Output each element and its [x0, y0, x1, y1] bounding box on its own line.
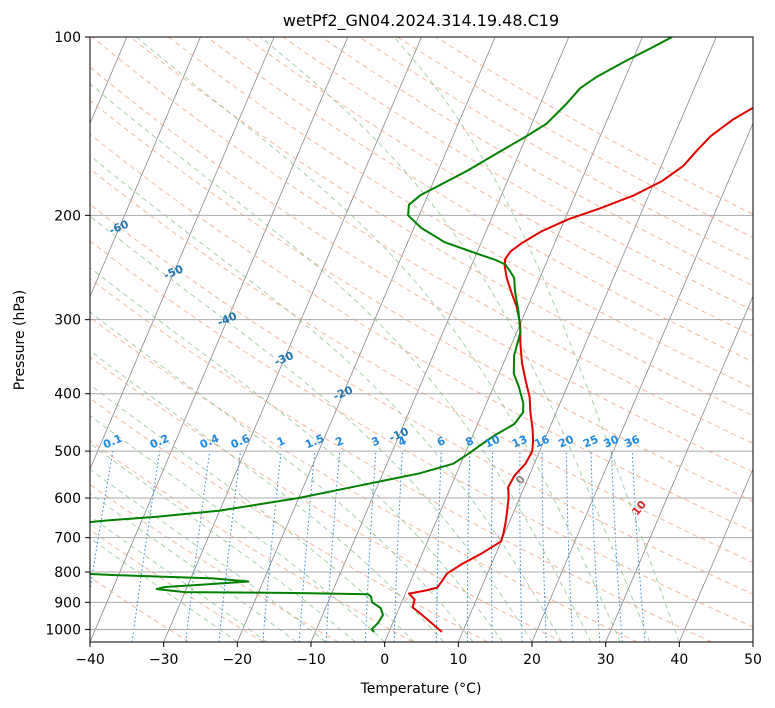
dry-adiabat-line — [206, 37, 753, 363]
isotherm-line — [90, 37, 201, 298]
dry-adiabat-line — [90, 397, 488, 642]
dry-adiabat-line — [90, 483, 339, 642]
dry-adiabat-line — [90, 440, 414, 642]
mixing-ratio-line — [185, 451, 211, 642]
y-tick-label: 700 — [54, 531, 81, 547]
mixing-ratio-label: 30 — [602, 433, 621, 451]
isotherm-line — [163, 37, 422, 642]
y-tick-label: 100 — [54, 30, 81, 46]
moist-adiabat-line — [260, 37, 651, 642]
moist-adiabat-line — [90, 83, 592, 642]
x-axis: −40 −30 −20 −10 0 10 20 30 40 50 — [75, 642, 762, 668]
x-tick-label: 40 — [670, 652, 688, 668]
mixing-ratio-label: 10 — [483, 433, 502, 451]
mixing-ratio-line — [90, 451, 114, 593]
dry-adiabat-line — [130, 37, 753, 417]
isotherm-line — [90, 37, 349, 642]
x-tick-label: 0 — [380, 652, 389, 668]
dry-adiabat-line — [90, 240, 753, 628]
chart-title: wetPf2_GN04.2024.314.19.48.C19 — [283, 11, 559, 31]
y-axis-label: Pressure (hPa) — [12, 290, 28, 390]
x-tick-label: −30 — [149, 652, 179, 668]
dry-adiabat-line — [90, 356, 563, 642]
dry-adiabat-line — [90, 168, 753, 563]
y-tick-label: 400 — [54, 387, 81, 403]
y-tick-label: 600 — [54, 491, 81, 507]
y-axis: 1000 900 800 700 600 500 400 300 200 100 — [45, 30, 90, 638]
isotherm-line — [678, 468, 753, 642]
x-tick-label: −10 — [296, 652, 326, 668]
x-tick-label: −20 — [223, 652, 253, 668]
moist-adiabat-line — [90, 215, 533, 642]
isotherm-line — [384, 37, 643, 642]
x-tick-label: 20 — [523, 652, 541, 668]
x-axis-label: Temperature (°C) — [360, 681, 482, 697]
moist-adiabat-line — [90, 350, 444, 642]
mixing-ratio-label: 16 — [532, 433, 551, 451]
mixing-ratio-line — [218, 451, 241, 642]
background-lines — [90, 37, 753, 642]
moist-adiabat-line — [90, 537, 238, 642]
mixing-ratio-label: 20 — [557, 433, 576, 451]
x-tick-label: 30 — [597, 652, 615, 668]
dry-adiabat-line — [90, 66, 753, 473]
dry-adiabat-line — [282, 37, 753, 312]
temperature-profile-line — [408, 106, 753, 633]
mixing-ratio-label: 25 — [581, 433, 600, 451]
mixing-ratio-label: 36 — [623, 433, 642, 451]
dry-adiabat-line — [90, 203, 753, 595]
moist-adiabat-line — [90, 515, 268, 642]
moist-adiabat-line — [135, 37, 621, 642]
plot-frame — [89, 36, 754, 643]
y-tick-label: 1000 — [45, 622, 81, 638]
mixing-ratio-line — [262, 451, 282, 642]
moist-adiabat-line — [90, 155, 562, 642]
dry-adiabat-line — [90, 133, 753, 533]
isotherm-line — [90, 37, 275, 471]
x-tick-label: 50 — [744, 652, 762, 668]
moist-adiabat-line — [90, 311, 474, 642]
x-tick-label: −40 — [75, 652, 105, 668]
mixing-ratio-line — [131, 451, 161, 642]
moist-adiabat-line — [393, 37, 680, 642]
isotherm-line — [605, 295, 753, 642]
mixing-ratio-label: 13 — [510, 433, 529, 451]
isotherm-line — [236, 37, 496, 642]
mixing-ratio-line — [298, 451, 316, 642]
y-tick-label: 200 — [54, 208, 81, 224]
mixing-ratio-line — [631, 451, 646, 642]
moist-adiabat-line — [90, 468, 327, 642]
y-tick-label: 800 — [54, 565, 81, 581]
profile-lines — [90, 37, 753, 633]
y-tick-label: 900 — [54, 595, 81, 611]
y-tick-label: 500 — [54, 444, 81, 460]
dewpoint-profile-line — [90, 37, 673, 633]
x-tick-label: 10 — [449, 652, 467, 668]
moist-adiabat-line — [90, 415, 386, 642]
moist-adiabat-line — [90, 442, 356, 642]
y-tick-label: 300 — [54, 313, 81, 329]
